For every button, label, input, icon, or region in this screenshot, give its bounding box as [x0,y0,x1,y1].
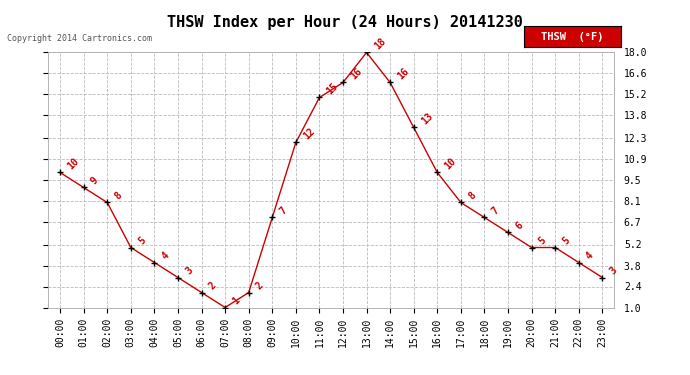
Text: Copyright 2014 Cartronics.com: Copyright 2014 Cartronics.com [7,34,152,43]
Text: 3: 3 [608,266,619,277]
Text: 4: 4 [160,251,171,262]
Text: 5: 5 [137,236,148,247]
Text: 5: 5 [537,236,549,247]
Text: 7: 7 [490,206,501,217]
Text: 6: 6 [513,220,525,232]
Text: 9: 9 [89,176,101,187]
Text: 7: 7 [278,206,289,217]
Text: THSW  (°F): THSW (°F) [542,32,604,42]
Text: 2: 2 [207,280,218,292]
Text: 18: 18 [372,36,388,52]
Text: 12: 12 [302,126,317,142]
Text: 15: 15 [325,81,340,97]
Text: 3: 3 [184,266,195,277]
Text: 8: 8 [112,190,124,202]
Text: 16: 16 [348,66,364,82]
Text: 2: 2 [254,280,266,292]
Text: THSW Index per Hour (24 Hours) 20141230: THSW Index per Hour (24 Hours) 20141230 [167,15,523,30]
Text: 13: 13 [420,111,435,127]
Text: 5: 5 [561,236,572,247]
Text: 16: 16 [395,66,411,82]
Text: 4: 4 [584,251,595,262]
Text: 8: 8 [466,190,477,202]
Text: 1: 1 [230,296,242,307]
Text: 10: 10 [66,156,81,172]
Text: 10: 10 [443,156,458,172]
